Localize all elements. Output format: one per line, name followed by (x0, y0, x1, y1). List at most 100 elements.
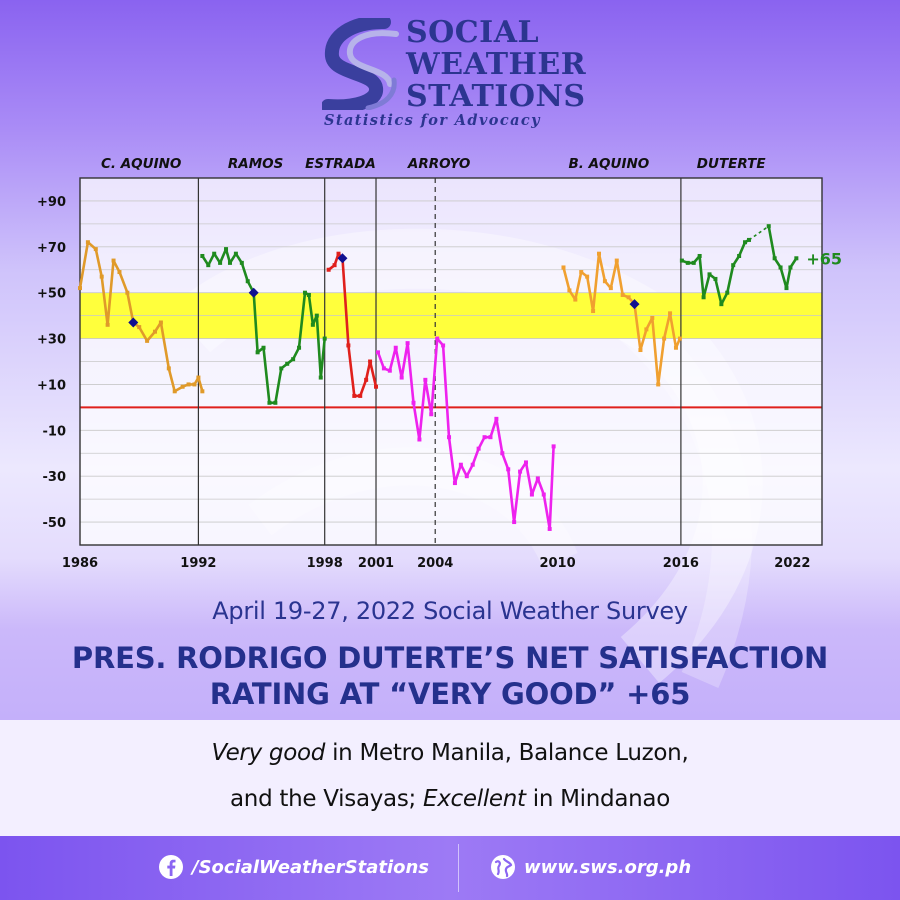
sws-logo: SOCIAL WEATHER STATIONS Statistics for A… (322, 14, 586, 132)
data-point (650, 315, 655, 320)
data-point (784, 286, 789, 291)
data-point (464, 474, 469, 479)
president-label: ESTRADA (305, 156, 376, 172)
president-label: C. AQUINO (101, 156, 181, 172)
data-point (707, 272, 712, 277)
data-point (206, 263, 211, 268)
data-point (441, 343, 446, 348)
logo-line-1: SOCIAL (406, 15, 540, 50)
x-tick-label: 1998 (307, 556, 343, 571)
data-point (512, 520, 517, 525)
data-point (788, 265, 793, 270)
data-point (368, 359, 373, 364)
data-point (673, 345, 678, 350)
y-tick-label: +10 (37, 378, 66, 393)
data-point (227, 260, 232, 265)
data-point (725, 290, 730, 295)
globe-icon (491, 855, 515, 879)
president-label: B. AQUINO (568, 156, 649, 172)
data-point (152, 329, 157, 334)
data-point (737, 253, 742, 258)
data-point (458, 462, 463, 467)
data-point (585, 274, 590, 279)
title-line-1: PRES. RODRIGO DUTERTE’S NET SATISFACTION (71, 641, 829, 675)
president-label: ARROYO (407, 156, 471, 172)
data-point (679, 258, 684, 263)
president-label: DUTERTE (697, 156, 767, 172)
x-tick-label: 1986 (62, 556, 98, 571)
data-point (579, 270, 584, 275)
data-point (523, 460, 528, 465)
logo-line-3: STATIONS (406, 79, 586, 114)
data-point (322, 336, 327, 341)
summary-emphasis-1: Very good (211, 740, 326, 766)
data-point (180, 384, 185, 389)
website-link[interactable]: www.sws.org.ph (490, 854, 691, 880)
data-point (358, 393, 363, 398)
x-tick-label: 2016 (663, 556, 699, 571)
data-point (494, 416, 499, 421)
data-point (435, 336, 440, 341)
data-point (677, 336, 682, 341)
data-point (597, 251, 602, 256)
data-point (591, 309, 596, 314)
data-point (529, 492, 534, 497)
data-point (186, 382, 191, 387)
data-point (518, 469, 523, 474)
data-point (273, 400, 278, 405)
data-point (78, 286, 82, 291)
data-point (306, 292, 311, 297)
summary-line-2: and the Visayas; Excellent in Mindanao (0, 786, 900, 812)
page-title: PRES. RODRIGO DUTERTE’S NET SATISFACTION… (0, 640, 900, 712)
data-point (224, 247, 229, 252)
facebook-handle: /SocialWeatherStations (192, 856, 430, 878)
data-point (541, 492, 546, 497)
y-tick-label: +90 (37, 195, 66, 210)
facebook-link[interactable]: /SocialWeatherStations (158, 854, 429, 880)
data-point (778, 265, 783, 270)
y-tick-label: +70 (37, 241, 66, 256)
logo-tagline: Statistics for Advocacy (324, 112, 541, 129)
y-tick-label: -10 (43, 424, 67, 439)
data-point (746, 237, 751, 242)
summary-text-2b: in Mindanao (525, 786, 671, 812)
summary-line-1: Very good in Metro Manila, Balance Luzon… (0, 740, 900, 766)
series-line (201, 247, 326, 405)
data-point (145, 338, 150, 343)
data-point (318, 375, 323, 380)
x-tick-label: 1992 (180, 556, 216, 571)
term-marker (248, 287, 259, 298)
data-point (125, 290, 130, 295)
sws-logo-icon (322, 18, 399, 110)
data-point (85, 240, 90, 245)
data-point (561, 265, 566, 270)
data-point (626, 295, 631, 300)
data-point (685, 260, 690, 265)
footer-divider (458, 844, 459, 892)
data-point (310, 322, 315, 327)
data-point (166, 366, 171, 371)
data-point (399, 375, 404, 380)
summary-emphasis-2: Excellent (422, 786, 526, 812)
data-point (602, 279, 607, 284)
footer: /SocialWeatherStations www.sws.org.ph (0, 836, 900, 900)
data-point (766, 224, 771, 229)
data-point (111, 258, 116, 263)
survey-subtitle: April 19-27, 2022 Social Weather Survey (212, 597, 688, 625)
data-point (255, 350, 260, 355)
data-point (375, 350, 380, 355)
data-point (233, 251, 238, 256)
data-point (332, 263, 337, 268)
website-url: www.sws.org.ph (524, 856, 692, 878)
data-point (196, 375, 201, 380)
data-point (668, 311, 673, 316)
data-point (417, 437, 422, 442)
data-point (697, 253, 702, 258)
data-point (117, 270, 122, 275)
data-point (470, 462, 475, 467)
data-point (374, 384, 379, 389)
data-point (452, 481, 457, 486)
data-point (608, 286, 613, 291)
data-point (614, 258, 619, 263)
